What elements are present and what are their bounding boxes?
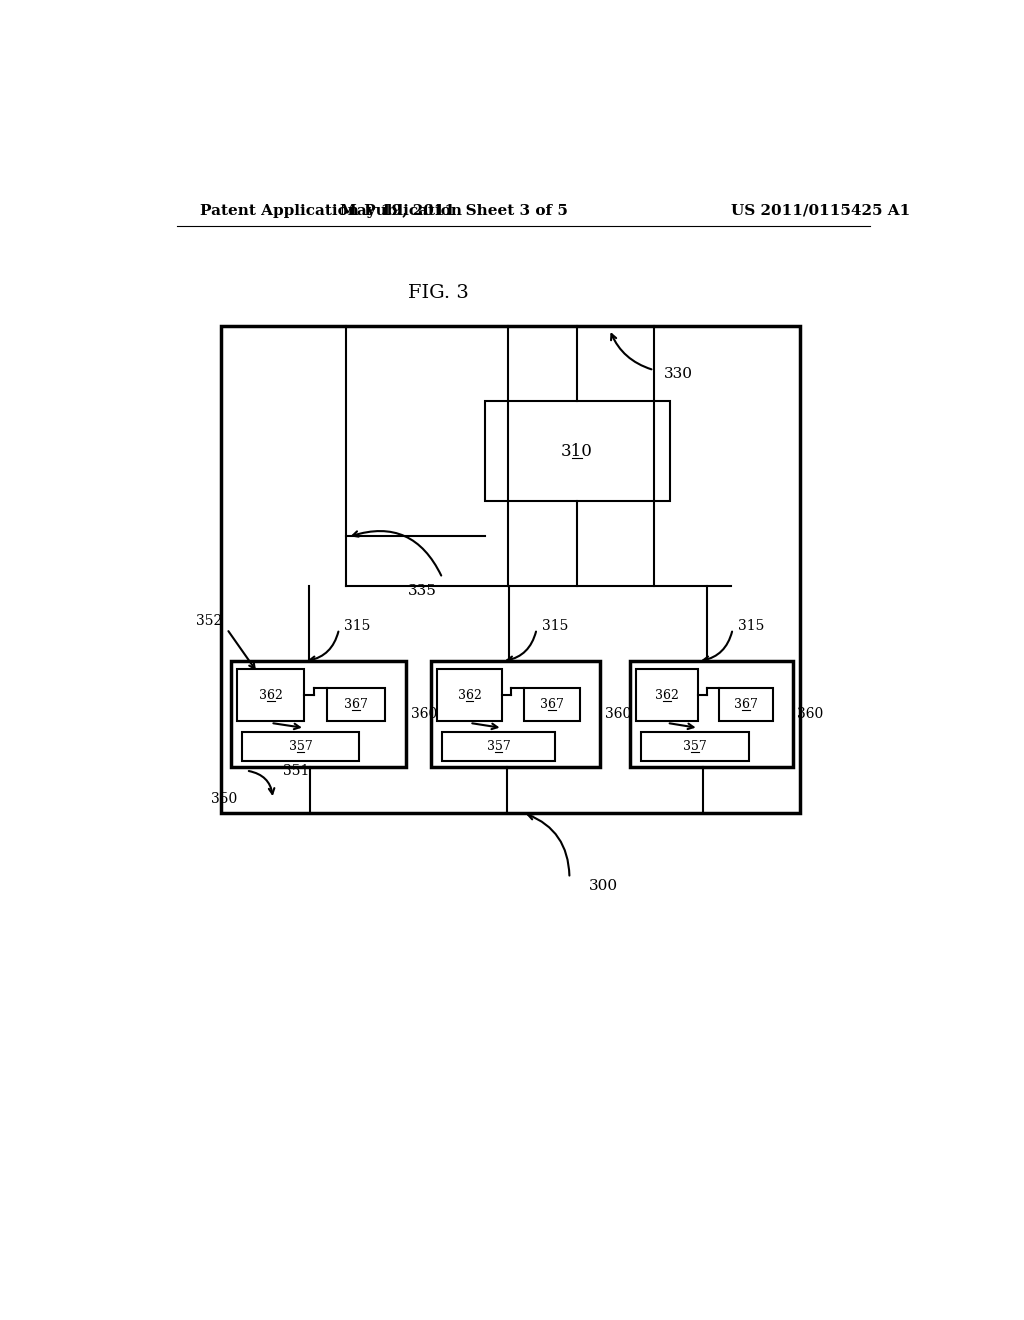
- Text: 330: 330: [664, 367, 692, 381]
- Text: 357: 357: [486, 739, 510, 752]
- Text: 367: 367: [344, 698, 368, 711]
- Bar: [719, 688, 773, 721]
- Text: 315: 315: [738, 619, 765, 632]
- Text: 367: 367: [734, 698, 758, 711]
- Text: 351: 351: [283, 763, 309, 777]
- Text: 367: 367: [540, 698, 564, 711]
- Text: May 19, 2011  Sheet 3 of 5: May 19, 2011 Sheet 3 of 5: [340, 203, 568, 218]
- Text: 360: 360: [798, 708, 823, 721]
- Text: 315: 315: [542, 619, 568, 632]
- Bar: [230, 661, 407, 767]
- Bar: [243, 731, 358, 760]
- Bar: [641, 731, 749, 760]
- Text: 362: 362: [655, 689, 679, 702]
- Bar: [636, 669, 698, 721]
- Text: 357: 357: [683, 739, 707, 752]
- Text: 350: 350: [211, 792, 238, 807]
- Text: 360: 360: [411, 708, 437, 721]
- Bar: [328, 688, 385, 721]
- Text: US 2011/0115425 A1: US 2011/0115425 A1: [731, 203, 910, 218]
- Bar: [437, 669, 502, 721]
- Bar: [221, 326, 801, 813]
- Bar: [484, 401, 670, 502]
- Text: 335: 335: [408, 585, 436, 598]
- Text: 362: 362: [259, 689, 283, 702]
- Text: 352: 352: [196, 614, 222, 628]
- Text: 315: 315: [344, 619, 371, 632]
- Text: 310: 310: [561, 442, 593, 459]
- Text: 360: 360: [605, 708, 631, 721]
- Bar: [630, 661, 793, 767]
- Bar: [237, 669, 304, 721]
- Text: 357: 357: [289, 739, 312, 752]
- Bar: [524, 688, 580, 721]
- Text: Patent Application Publication: Patent Application Publication: [200, 203, 462, 218]
- Bar: [442, 731, 555, 760]
- Text: FIG. 3: FIG. 3: [409, 284, 469, 302]
- Bar: [431, 661, 600, 767]
- Text: 362: 362: [458, 689, 481, 702]
- Text: 300: 300: [589, 879, 617, 894]
